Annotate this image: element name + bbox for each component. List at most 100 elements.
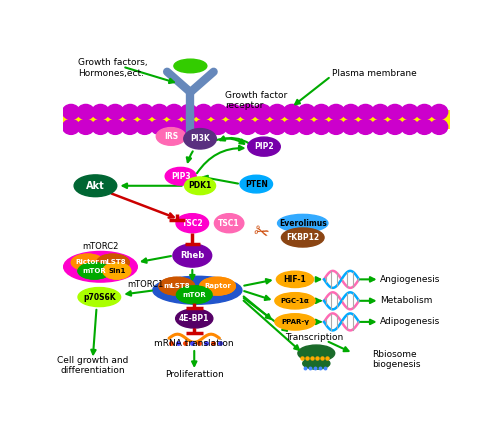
Circle shape <box>239 119 256 134</box>
Text: Transcription: Transcription <box>285 333 344 343</box>
Circle shape <box>342 119 359 134</box>
Text: Cell growth and
differentiation: Cell growth and differentiation <box>57 356 128 375</box>
Ellipse shape <box>184 177 216 194</box>
Text: mTOR: mTOR <box>182 292 206 297</box>
Ellipse shape <box>184 129 216 149</box>
Text: Plasma membrane: Plasma membrane <box>332 69 416 78</box>
Circle shape <box>180 119 198 134</box>
Circle shape <box>401 104 418 119</box>
Text: Raptor: Raptor <box>204 283 231 289</box>
Circle shape <box>106 119 124 134</box>
Circle shape <box>62 104 80 119</box>
Circle shape <box>195 119 212 134</box>
Text: mTOR: mTOR <box>82 268 106 274</box>
Ellipse shape <box>156 128 186 145</box>
Circle shape <box>372 104 389 119</box>
Circle shape <box>416 119 433 134</box>
Ellipse shape <box>176 213 208 233</box>
Circle shape <box>357 104 374 119</box>
Text: Rictor: Rictor <box>76 259 100 265</box>
Circle shape <box>357 119 374 134</box>
Circle shape <box>239 104 256 119</box>
Ellipse shape <box>200 277 235 295</box>
Ellipse shape <box>278 214 328 232</box>
Circle shape <box>77 104 94 119</box>
Text: PI3K: PI3K <box>190 134 210 143</box>
Text: HIF-1: HIF-1 <box>284 275 306 284</box>
Ellipse shape <box>276 271 314 288</box>
Circle shape <box>328 104 344 119</box>
Ellipse shape <box>72 254 104 271</box>
Circle shape <box>268 104 285 119</box>
Ellipse shape <box>74 175 117 197</box>
Text: ✂: ✂ <box>250 222 270 244</box>
Text: PIP3: PIP3 <box>171 172 190 181</box>
Text: Rbiosome
biogenesis: Rbiosome biogenesis <box>372 350 421 369</box>
Ellipse shape <box>159 277 194 295</box>
Circle shape <box>224 119 242 134</box>
Circle shape <box>268 119 285 134</box>
Circle shape <box>62 119 80 134</box>
Text: mLST8: mLST8 <box>100 259 126 265</box>
Ellipse shape <box>303 358 330 369</box>
Text: Rheb: Rheb <box>180 251 204 260</box>
Text: Sin1: Sin1 <box>108 268 126 274</box>
Circle shape <box>166 119 182 134</box>
Circle shape <box>224 104 242 119</box>
Circle shape <box>122 119 138 134</box>
Circle shape <box>416 104 433 119</box>
Text: mTOR: mTOR <box>82 268 106 274</box>
Ellipse shape <box>78 263 110 279</box>
Ellipse shape <box>240 175 272 193</box>
Circle shape <box>313 119 330 134</box>
Circle shape <box>254 104 271 119</box>
Ellipse shape <box>298 345 335 362</box>
Text: TSC1: TSC1 <box>218 219 240 228</box>
Text: Raptor: Raptor <box>204 283 231 289</box>
Text: mTOR: mTOR <box>182 292 206 297</box>
Circle shape <box>313 104 330 119</box>
Ellipse shape <box>159 277 194 295</box>
Circle shape <box>430 104 448 119</box>
Text: mLST8: mLST8 <box>164 283 190 289</box>
Circle shape <box>342 104 359 119</box>
Circle shape <box>92 104 109 119</box>
Text: IRS: IRS <box>164 132 178 141</box>
Ellipse shape <box>96 254 129 271</box>
Circle shape <box>284 119 300 134</box>
Circle shape <box>298 104 315 119</box>
Text: PPAR-γ: PPAR-γ <box>281 319 309 325</box>
Circle shape <box>136 104 153 119</box>
Text: mTORC2: mTORC2 <box>82 242 118 251</box>
Ellipse shape <box>153 276 242 304</box>
Ellipse shape <box>282 228 324 247</box>
Circle shape <box>372 119 389 134</box>
Circle shape <box>210 119 227 134</box>
Text: Sin1: Sin1 <box>108 268 126 274</box>
Text: Growth factor
receptor: Growth factor receptor <box>225 91 288 110</box>
Circle shape <box>92 119 109 134</box>
Circle shape <box>328 119 344 134</box>
Text: mLST8: mLST8 <box>164 283 190 289</box>
Circle shape <box>195 104 212 119</box>
Ellipse shape <box>96 254 129 271</box>
Bar <box>62 110 450 129</box>
Circle shape <box>401 119 418 134</box>
Text: mLST8: mLST8 <box>100 259 126 265</box>
Circle shape <box>386 119 404 134</box>
Text: Everolimus: Everolimus <box>279 219 326 228</box>
Circle shape <box>166 104 182 119</box>
Text: Adipogenesis: Adipogenesis <box>380 317 440 326</box>
Ellipse shape <box>165 168 196 185</box>
Ellipse shape <box>275 314 315 330</box>
Text: Angiogenesis: Angiogenesis <box>380 275 440 284</box>
Circle shape <box>210 104 227 119</box>
Text: PGC-1α: PGC-1α <box>280 298 310 304</box>
Ellipse shape <box>173 244 212 267</box>
Ellipse shape <box>64 251 138 282</box>
Text: p70S6K: p70S6K <box>83 293 116 301</box>
Text: PTEN: PTEN <box>245 179 268 189</box>
Circle shape <box>386 104 404 119</box>
Text: Rictor: Rictor <box>76 259 100 265</box>
Ellipse shape <box>275 293 315 309</box>
